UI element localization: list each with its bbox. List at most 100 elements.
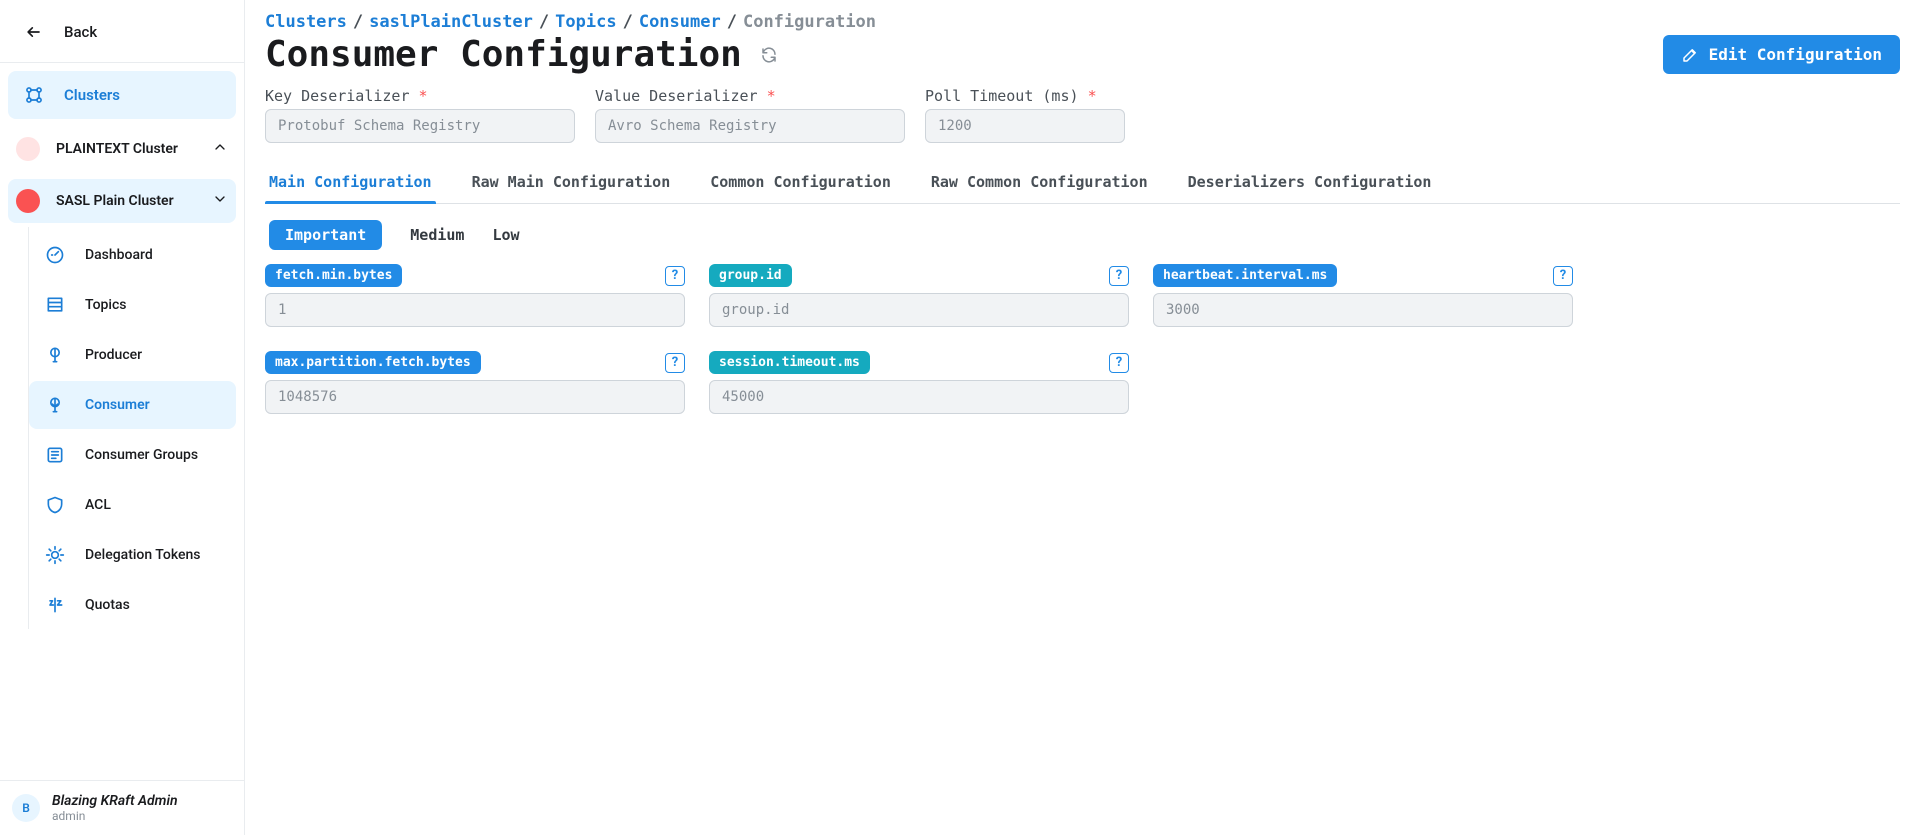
consumer-icon xyxy=(41,391,69,419)
config-value: 3000 xyxy=(1153,293,1573,327)
edit-button-label: Edit Configuration xyxy=(1709,45,1882,64)
config-label: group.id xyxy=(709,264,792,287)
arrow-left-icon xyxy=(20,18,48,46)
nav-label: Dashboard xyxy=(85,247,153,263)
page-title-text: Consumer Configuration xyxy=(265,34,742,75)
chevron-up-icon xyxy=(212,139,228,159)
cluster-row-plaintext[interactable]: PLAINTEXT Cluster xyxy=(8,127,236,171)
main-content: Clusters / saslPlainCluster / Topics / C… xyxy=(245,0,1920,835)
config-value: 45000 xyxy=(709,380,1129,414)
avatar: B xyxy=(12,794,40,822)
chevron-down-icon xyxy=(212,191,228,211)
nav-label: Delegation Tokens xyxy=(85,547,201,563)
config-tabs: Main Configuration Raw Main Configuratio… xyxy=(265,163,1900,204)
field-label: Poll Timeout (ms) * xyxy=(925,87,1125,105)
user-info: Blazing KRaft Admin admin xyxy=(52,793,178,823)
config-value: 1 xyxy=(265,293,685,327)
edit-configuration-button[interactable]: Edit Configuration xyxy=(1663,35,1900,74)
status-dot xyxy=(16,137,40,161)
filter-low[interactable]: Low xyxy=(492,226,519,244)
importance-filters: Important Medium Low xyxy=(265,204,1900,264)
filter-important[interactable]: Important xyxy=(269,220,382,250)
config-label: fetch.min.bytes xyxy=(265,264,402,287)
breadcrumb-separator: / xyxy=(539,12,549,32)
help-icon[interactable]: ? xyxy=(1109,353,1129,373)
nav-delegation-tokens[interactable]: Delegation Tokens xyxy=(29,531,236,579)
back-label: Back xyxy=(64,23,97,41)
config-item: max.partition.fetch.bytes?1048576 xyxy=(265,351,685,414)
poll-timeout-value: 1200 xyxy=(925,109,1125,143)
back-button[interactable]: Back xyxy=(8,8,236,56)
sidebar: Back Clusters PLAINTEXT Cluster SASL Pla… xyxy=(0,0,245,835)
breadcrumb-link[interactable]: Consumer xyxy=(639,12,721,32)
config-label: session.timeout.ms xyxy=(709,351,870,374)
page-title: Consumer Configuration xyxy=(265,34,780,75)
help-icon[interactable]: ? xyxy=(665,353,685,373)
clusters-icon xyxy=(20,81,48,109)
status-dot xyxy=(16,189,40,213)
refresh-icon[interactable] xyxy=(758,44,780,66)
config-label: max.partition.fetch.bytes xyxy=(265,351,481,374)
consumer-groups-icon xyxy=(41,441,69,469)
breadcrumb-separator: / xyxy=(353,12,363,32)
key-deserializer-field: Key Deserializer * Protobuf Schema Regis… xyxy=(265,87,575,143)
clusters-label: Clusters xyxy=(64,86,120,104)
field-label: Value Deserializer * xyxy=(595,87,905,105)
cluster-label: SASL Plain Cluster xyxy=(56,193,174,209)
breadcrumb-separator: / xyxy=(623,12,633,32)
quotas-icon xyxy=(41,591,69,619)
sidebar-clusters-root[interactable]: Clusters xyxy=(8,71,236,119)
tab-raw-common-configuration[interactable]: Raw Common Configuration xyxy=(927,163,1152,203)
help-icon[interactable]: ? xyxy=(1553,266,1573,286)
help-icon[interactable]: ? xyxy=(1109,266,1129,286)
key-deserializer-value: Protobuf Schema Registry xyxy=(265,109,575,143)
cluster-row-sasl[interactable]: SASL Plain Cluster xyxy=(8,179,236,223)
config-item: group.id? group.id xyxy=(709,264,1129,327)
dashboard-icon xyxy=(41,241,69,269)
nav-consumer[interactable]: Consumer xyxy=(29,381,236,429)
top-fields: Key Deserializer * Protobuf Schema Regis… xyxy=(265,87,1900,143)
nav-consumer-groups[interactable]: Consumer Groups xyxy=(29,431,236,479)
value-deserializer-field: Value Deserializer * Avro Schema Registr… xyxy=(595,87,905,143)
breadcrumb-link[interactable]: Clusters xyxy=(265,12,347,32)
config-item: heartbeat.interval.ms? 3000 xyxy=(1153,264,1573,327)
nav-label: Producer xyxy=(85,347,142,363)
nav-label: Quotas xyxy=(85,597,130,613)
tab-common-configuration[interactable]: Common Configuration xyxy=(706,163,895,203)
tab-main-configuration[interactable]: Main Configuration xyxy=(265,163,436,203)
config-item: fetch.min.bytes? 1 xyxy=(265,264,685,327)
value-deserializer-value: Avro Schema Registry xyxy=(595,109,905,143)
producer-icon xyxy=(41,341,69,369)
configs-grid: fetch.min.bytes? 1 group.id? group.id heartb… xyxy=(265,264,1900,414)
nav-quotas[interactable]: Quotas xyxy=(29,581,236,629)
config-label: heartbeat.interval.ms xyxy=(1153,264,1337,287)
nav-label: Topics xyxy=(85,297,126,313)
token-icon xyxy=(41,541,69,569)
filter-medium[interactable]: Medium xyxy=(410,226,464,244)
breadcrumb: Clusters / saslPlainCluster / Topics / C… xyxy=(265,12,1900,32)
field-label: Key Deserializer * xyxy=(265,87,575,105)
poll-timeout-field: Poll Timeout (ms) * 1200 xyxy=(925,87,1125,143)
nav-label: Consumer xyxy=(85,397,150,413)
config-item: session.timeout.ms? 45000 xyxy=(709,351,1129,414)
topics-icon xyxy=(41,291,69,319)
user-name: Blazing KRaft Admin xyxy=(52,793,178,809)
help-icon[interactable]: ? xyxy=(665,266,685,286)
breadcrumb-separator: / xyxy=(727,12,737,32)
shield-icon xyxy=(41,491,69,519)
nav-acl[interactable]: ACL xyxy=(29,481,236,529)
cluster-subnav: Dashboard Topics Producer xyxy=(28,227,236,629)
nav-producer[interactable]: Producer xyxy=(29,331,236,379)
user-footer[interactable]: B Blazing KRaft Admin admin xyxy=(0,780,244,835)
tab-raw-main-configuration[interactable]: Raw Main Configuration xyxy=(468,163,675,203)
tab-deserializers-configuration[interactable]: Deserializers Configuration xyxy=(1184,163,1436,203)
config-value: group.id xyxy=(709,293,1129,327)
user-role: admin xyxy=(52,809,178,823)
breadcrumb-link[interactable]: Topics xyxy=(555,12,616,32)
divider xyxy=(0,62,244,63)
nav-topics[interactable]: Topics xyxy=(29,281,236,329)
nav-dashboard[interactable]: Dashboard xyxy=(29,231,236,279)
nav-label: Consumer Groups xyxy=(85,447,198,463)
breadcrumb-link[interactable]: saslPlainCluster xyxy=(369,12,533,32)
nav-label: ACL xyxy=(85,497,111,513)
